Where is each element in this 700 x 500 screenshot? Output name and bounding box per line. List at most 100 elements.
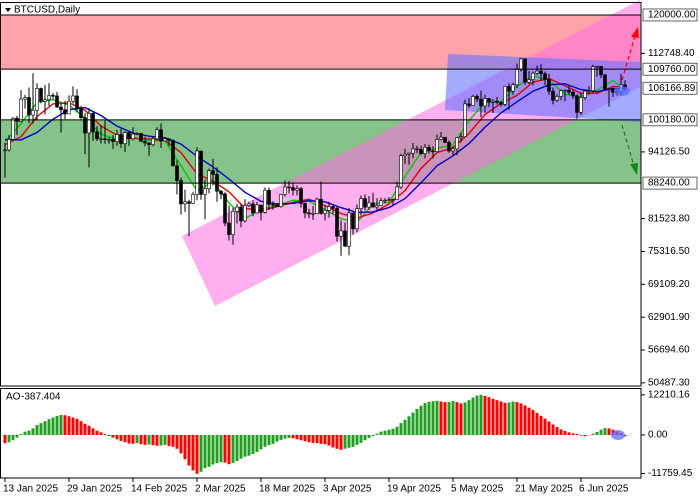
price-label: 106166.89 xyxy=(648,83,696,94)
candle-body xyxy=(395,186,399,200)
candle-body xyxy=(279,194,283,207)
level-label-box xyxy=(642,62,698,76)
candle-body xyxy=(83,117,87,134)
candle-body xyxy=(523,58,527,83)
ao-bar xyxy=(595,432,599,435)
candle-body xyxy=(147,142,151,145)
candle-body xyxy=(191,194,195,204)
level-label: 100180.00 xyxy=(648,115,696,126)
candle-body xyxy=(131,133,135,140)
level-label-box xyxy=(642,8,698,22)
ao-bar xyxy=(47,419,51,435)
candle-body xyxy=(411,148,415,154)
candle-body xyxy=(299,188,303,204)
candle-body xyxy=(175,165,179,181)
candle-body xyxy=(599,66,603,76)
candle-body xyxy=(559,90,563,97)
candle-body xyxy=(547,79,551,92)
ao-bar xyxy=(499,401,503,435)
candle-body xyxy=(219,190,223,195)
ao-bar xyxy=(339,434,343,450)
ao-bar xyxy=(347,434,351,448)
candle-body xyxy=(303,203,307,214)
candle-body xyxy=(363,198,367,208)
candle-body xyxy=(387,199,391,201)
ao-bar xyxy=(555,427,559,435)
candle-body xyxy=(367,202,371,208)
candle-body xyxy=(39,88,43,102)
ao-bar xyxy=(567,432,571,435)
ao-bar xyxy=(155,434,159,446)
candle-body xyxy=(107,139,111,141)
candle-body xyxy=(343,230,347,247)
ao-bar xyxy=(19,433,23,435)
candle-body xyxy=(203,188,207,195)
ao-bar xyxy=(355,434,359,445)
menu-icon[interactable] xyxy=(5,8,11,12)
candle-body xyxy=(235,206,239,212)
candle-body xyxy=(31,109,35,116)
candle-body xyxy=(243,205,247,222)
ao-bar xyxy=(99,432,103,435)
ao-bar xyxy=(135,434,139,444)
ao-bar xyxy=(375,433,379,435)
y-tick-label: 12210.16 xyxy=(648,390,690,401)
x-tick-label: 18 Mar 2025 xyxy=(259,484,316,495)
candle-body xyxy=(307,212,311,215)
x-tick-label: 6 Jun 2025 xyxy=(579,484,629,495)
candle-body xyxy=(503,86,507,105)
ao-bar xyxy=(11,434,15,441)
candle-body xyxy=(571,91,575,97)
candle-body xyxy=(487,98,491,103)
ao-bar xyxy=(391,428,395,435)
ao-bar xyxy=(255,434,259,453)
ao-bar xyxy=(39,423,43,435)
ao-bar xyxy=(479,394,483,435)
y-tick-label: 62901.90 xyxy=(648,312,690,323)
candle-body xyxy=(479,98,483,107)
candle-body xyxy=(63,109,67,115)
ao-bar xyxy=(239,434,243,459)
ao-bar xyxy=(3,434,7,444)
x-tick-label: 21 May 2025 xyxy=(515,484,573,495)
ao-bar xyxy=(427,401,431,435)
candle-body xyxy=(431,150,435,153)
ao-bar xyxy=(87,425,91,435)
candle-body xyxy=(227,222,231,235)
candle-body xyxy=(579,97,583,113)
candle-body xyxy=(263,189,267,213)
candle-body xyxy=(291,187,295,191)
y-tick-label: 0.00 xyxy=(648,430,668,441)
candle-body xyxy=(123,132,127,144)
ao-bar xyxy=(31,428,35,435)
ao-bar xyxy=(527,407,531,435)
candle-body xyxy=(51,95,55,97)
level-label: 88240.00 xyxy=(648,178,690,189)
ao-bar xyxy=(187,434,191,466)
candle-body xyxy=(603,74,607,90)
ao-bar xyxy=(55,415,59,435)
ao-bar xyxy=(183,434,187,460)
candle-body xyxy=(407,152,411,155)
ao-bar xyxy=(235,434,239,461)
candle-body xyxy=(551,90,555,101)
ao-bar xyxy=(67,416,71,435)
candle-body xyxy=(591,66,595,91)
ao-bar xyxy=(179,434,183,454)
candle-body xyxy=(143,141,147,144)
y-tick-label: 50487.30 xyxy=(648,378,690,389)
candle-body xyxy=(451,148,455,152)
ao-bar xyxy=(51,417,55,435)
ao-bar xyxy=(335,434,339,449)
ao-bar xyxy=(475,395,479,435)
ao-bar xyxy=(579,434,583,436)
chart-title: BTCUSD,Daily xyxy=(14,5,80,16)
ao-bar xyxy=(535,412,539,435)
ao-bar xyxy=(107,434,111,436)
indicator-title: AO xyxy=(6,392,21,403)
ao-bar xyxy=(171,434,175,447)
candle-body xyxy=(327,206,331,211)
ao-bar xyxy=(167,434,171,447)
candle-body xyxy=(139,133,143,142)
candle-body xyxy=(391,199,395,201)
